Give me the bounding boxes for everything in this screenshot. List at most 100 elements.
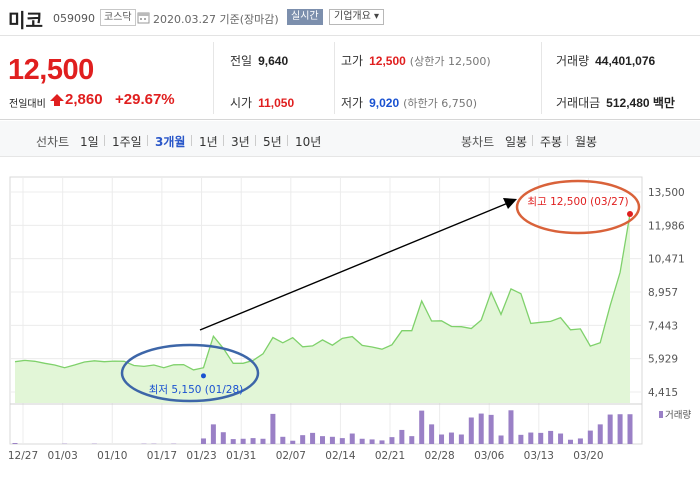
open-value: 11,050 [258,96,295,110]
x-tick-label: 01/17 [147,450,177,462]
price-line [14,213,631,371]
tab-divider [255,135,256,146]
x-tick-label: 01/31 [226,450,256,462]
low-annotation: 최저 5,150 (01/28) [149,384,244,396]
low-point [200,373,206,379]
company-overview-button[interactable]: 기업개요 ▾ [329,9,384,25]
up-arrow-icon [50,94,64,106]
upper-limit: (상한가 12,500) [409,55,491,68]
volume-bar [548,430,554,444]
high-label: 고가 [341,54,364,68]
volume-label: 거래량 [556,54,590,68]
volume-bar [567,439,573,444]
tab-divider [191,135,192,146]
amount-label: 거래대금 [556,96,601,110]
volume-bar [320,436,325,444]
x-tick-label: 01/23 [186,450,216,462]
volume-bar [429,424,435,444]
tab-daily[interactable]: 일봉 [505,135,528,149]
volume-bar [518,434,524,444]
volume-bar [270,413,276,444]
line-chart-label: 선차트 [36,135,70,149]
change-value: 2,860 [65,91,103,108]
volume-bar [230,439,236,444]
lower-limit: (하한가 6,750) [403,97,478,110]
volume-bar [478,413,484,444]
low-marker-ellipse [120,343,260,403]
tab-divider [532,135,533,146]
volume-bar [12,443,18,444]
low-value: 9,020 [369,96,400,110]
low-label: 저가 [341,96,364,110]
divider [334,42,335,114]
change-label: 전일대비 [9,99,46,110]
tab-3y[interactable]: 3년 [231,135,250,149]
high-marker-ellipse [515,179,641,235]
y-tick-label: 8,957 [648,287,678,299]
volume-bar [577,438,583,444]
volume-bar [369,439,375,444]
volume-bar [240,438,246,444]
volume: 거래량 44,401,076 [556,52,655,69]
x-tick-label: 12/27 [8,450,38,462]
tab-divider [223,135,224,146]
x-tick-label: 01/10 [97,450,127,462]
volume-bar [200,438,206,444]
volume-bar [280,436,286,444]
volume-bar [528,432,534,444]
x-tick-label: 03/06 [474,450,505,462]
tab-10y[interactable]: 10년 [295,135,322,149]
tab-divider [147,135,148,146]
tab-1y[interactable]: 1년 [199,135,218,149]
high-value: 12,500 [369,54,406,68]
volume-bar [448,432,454,444]
volume-bar [439,434,445,444]
volume-bar [339,438,345,444]
volume-legend-label: 거래량 [665,409,691,421]
volume-legend-swatch [659,411,663,418]
tab-monthly[interactable]: 월봉 [575,135,598,149]
stock-header: 미코 059090 코스닥 2020.03.27 기준(장마감) 실시간 기업개… [0,0,700,36]
volume-bar [220,432,226,444]
tab-1w[interactable]: 1주일 [112,135,142,149]
volume-bar [349,433,355,444]
divider [541,42,542,114]
tab-divider [567,135,568,146]
volume-bar [409,436,415,444]
trend-arrowhead [503,198,517,209]
tab-1d[interactable]: 1일 [80,135,99,149]
volume-bar [290,440,296,444]
trade-amount: 거래대금 512,480 백만 [556,94,675,111]
volume-bar [627,414,633,444]
volume-bar [210,424,216,444]
amount-value: 512,480 백만 [606,96,675,110]
volume-bar [498,435,504,444]
realtime-button[interactable]: 실시간 [287,9,323,25]
calendar-icon [137,12,150,24]
y-tick-label: 7,443 [648,320,678,332]
plot-frame [9,176,643,445]
volume-bar [607,414,613,444]
stock-code: 059090 [53,12,95,25]
market-badge: 코스닥 [100,9,136,26]
volume-bar [250,438,256,444]
x-tick-label: 01/03 [48,450,78,462]
volume-bar [468,417,474,444]
tab-5y[interactable]: 5년 [263,135,282,149]
x-tick-label: 02/21 [375,450,405,462]
low-price: 저가 9,020 (하한가 6,750) [341,94,477,111]
y-tick-label: 4,415 [648,387,678,399]
volume-bar [617,414,623,444]
tab-divider [287,135,288,146]
stock-name: 미코 [8,10,43,32]
x-tick-label: 02/07 [276,450,306,462]
prev-close: 전일 9,640 [230,52,288,69]
tab-3m[interactable]: 3개월 [155,135,186,149]
tab-weekly[interactable]: 주봉 [540,135,563,149]
volume-bar [508,410,514,444]
x-tick-label: 02/28 [424,450,454,462]
volume-bar [558,433,564,444]
change-rate: +29.67% [115,91,175,108]
volume-bar [359,438,365,444]
